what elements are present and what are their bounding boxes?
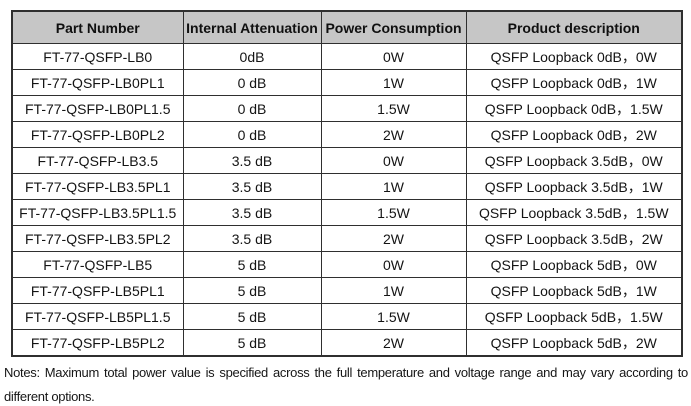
table-row: FT-77-QSFP-LB3.5PL1 3.5 dB 1W QSFP Loopb… xyxy=(11,173,683,200)
cell-product-description: QSFP Loopback 3.5dB，2W xyxy=(465,225,683,252)
cell-part-number: FT-77-QSFP-LB3.5PL1.5 xyxy=(11,199,184,226)
cell-internal-attenuation: 3.5 dB xyxy=(182,225,322,252)
cell-internal-attenuation: 5 dB xyxy=(182,329,322,357)
table-header: Part Number Internal Attenuation Power C… xyxy=(11,10,683,44)
cell-part-number: FT-77-QSFP-LB3.5PL1 xyxy=(11,173,184,200)
table-row: FT-77-QSFP-LB0 0dB 0W QSFP Loopback 0dB，… xyxy=(11,43,683,70)
cell-power-consumption: 1.5W xyxy=(320,199,467,226)
column-header-product-description: Product description xyxy=(465,10,683,44)
table-row: FT-77-QSFP-LB5PL1.5 5 dB 1.5W QSFP Loopb… xyxy=(11,303,683,330)
cell-product-description: QSFP Loopback 5dB，0W xyxy=(465,251,683,278)
table-row: FT-77-QSFP-LB5PL2 5 dB 2W QSFP Loopback … xyxy=(11,329,683,357)
cell-internal-attenuation: 0 dB xyxy=(182,69,322,96)
header-row: Part Number Internal Attenuation Power C… xyxy=(11,10,683,44)
cell-internal-attenuation: 3.5 dB xyxy=(182,173,322,200)
cell-power-consumption: 0W xyxy=(320,43,467,70)
table-row: FT-77-QSFP-LB3.5PL1.5 3.5 dB 1.5W QSFP L… xyxy=(11,199,683,226)
cell-product-description: QSFP Loopback 0dB，2W xyxy=(465,121,683,148)
cell-part-number: FT-77-QSFP-LB3.5 xyxy=(11,147,184,174)
cell-power-consumption: 1W xyxy=(320,173,467,200)
cell-product-description: QSFP Loopback 0dB，1.5W xyxy=(465,95,683,122)
cell-internal-attenuation: 5 dB xyxy=(182,277,322,304)
cell-product-description: QSFP Loopback 3.5dB，1W xyxy=(465,173,683,200)
cell-internal-attenuation: 5 dB xyxy=(182,303,322,330)
table-row: FT-77-QSFP-LB5PL1 5 dB 1W QSFP Loopback … xyxy=(11,277,683,304)
column-header-power-consumption: Power Consumption xyxy=(320,10,467,44)
cell-power-consumption: 0W xyxy=(320,147,467,174)
cell-product-description: QSFP Loopback 3.5dB，0W xyxy=(465,147,683,174)
cell-power-consumption: 1.5W xyxy=(320,95,467,122)
table-row: FT-77-QSFP-LB0PL1.5 0 dB 1.5W QSFP Loopb… xyxy=(11,95,683,122)
cell-power-consumption: 1W xyxy=(320,277,467,304)
table-row: FT-77-QSFP-LB3.5PL2 3.5 dB 2W QSFP Loopb… xyxy=(11,225,683,252)
cell-power-consumption: 2W xyxy=(320,225,467,252)
cell-internal-attenuation: 0 dB xyxy=(182,121,322,148)
cell-product-description: QSFP Loopback 0dB，1W xyxy=(465,69,683,96)
cell-product-description: QSFP Loopback 0dB，0W xyxy=(465,43,683,70)
product-spec-table: Part Number Internal Attenuation Power C… xyxy=(11,10,683,357)
cell-part-number: FT-77-QSFP-LB0PL1.5 xyxy=(11,95,184,122)
table-body: FT-77-QSFP-LB0 0dB 0W QSFP Loopback 0dB，… xyxy=(11,43,683,357)
table-row: FT-77-QSFP-LB0PL1 0 dB 1W QSFP Loopback … xyxy=(11,69,683,96)
cell-power-consumption: 0W xyxy=(320,251,467,278)
cell-power-consumption: 1W xyxy=(320,69,467,96)
cell-part-number: FT-77-QSFP-LB5 xyxy=(11,251,184,278)
cell-part-number: FT-77-QSFP-LB5PL2 xyxy=(11,329,184,357)
cell-power-consumption: 2W xyxy=(320,121,467,148)
table-row: FT-77-QSFP-LB3.5 3.5 dB 0W QSFP Loopback… xyxy=(11,147,683,174)
column-header-internal-attenuation: Internal Attenuation xyxy=(182,10,322,44)
table-row: FT-77-QSFP-LB0PL2 0 dB 2W QSFP Loopback … xyxy=(11,121,683,148)
column-header-part-number: Part Number xyxy=(11,10,184,44)
cell-internal-attenuation: 5 dB xyxy=(182,251,322,278)
cell-product-description: QSFP Loopback 5dB，1W xyxy=(465,277,683,304)
cell-internal-attenuation: 3.5 dB xyxy=(182,147,322,174)
cell-product-description: QSFP Loopback 5dB，2W xyxy=(465,329,683,357)
cell-product-description: QSFP Loopback 3.5dB，1.5W xyxy=(465,199,683,226)
cell-internal-attenuation: 0dB xyxy=(182,43,322,70)
cell-part-number: FT-77-QSFP-LB0PL2 xyxy=(11,121,184,148)
cell-part-number: FT-77-QSFP-LB3.5PL2 xyxy=(11,225,184,252)
notes-text: Notes: Maximum total power value is spec… xyxy=(4,365,688,404)
cell-part-number: FT-77-QSFP-LB0PL1 xyxy=(11,69,184,96)
cell-part-number: FT-77-QSFP-LB0 xyxy=(11,43,184,70)
cell-part-number: FT-77-QSFP-LB5PL1 xyxy=(11,277,184,304)
cell-power-consumption: 2W xyxy=(320,329,467,357)
cell-internal-attenuation: 0 dB xyxy=(182,95,322,122)
table-row: FT-77-QSFP-LB5 5 dB 0W QSFP Loopback 5dB… xyxy=(11,251,683,278)
cell-power-consumption: 1.5W xyxy=(320,303,467,330)
cell-internal-attenuation: 3.5 dB xyxy=(182,199,322,226)
cell-part-number: FT-77-QSFP-LB5PL1.5 xyxy=(11,303,184,330)
cell-product-description: QSFP Loopback 5dB，1.5W xyxy=(465,303,683,330)
